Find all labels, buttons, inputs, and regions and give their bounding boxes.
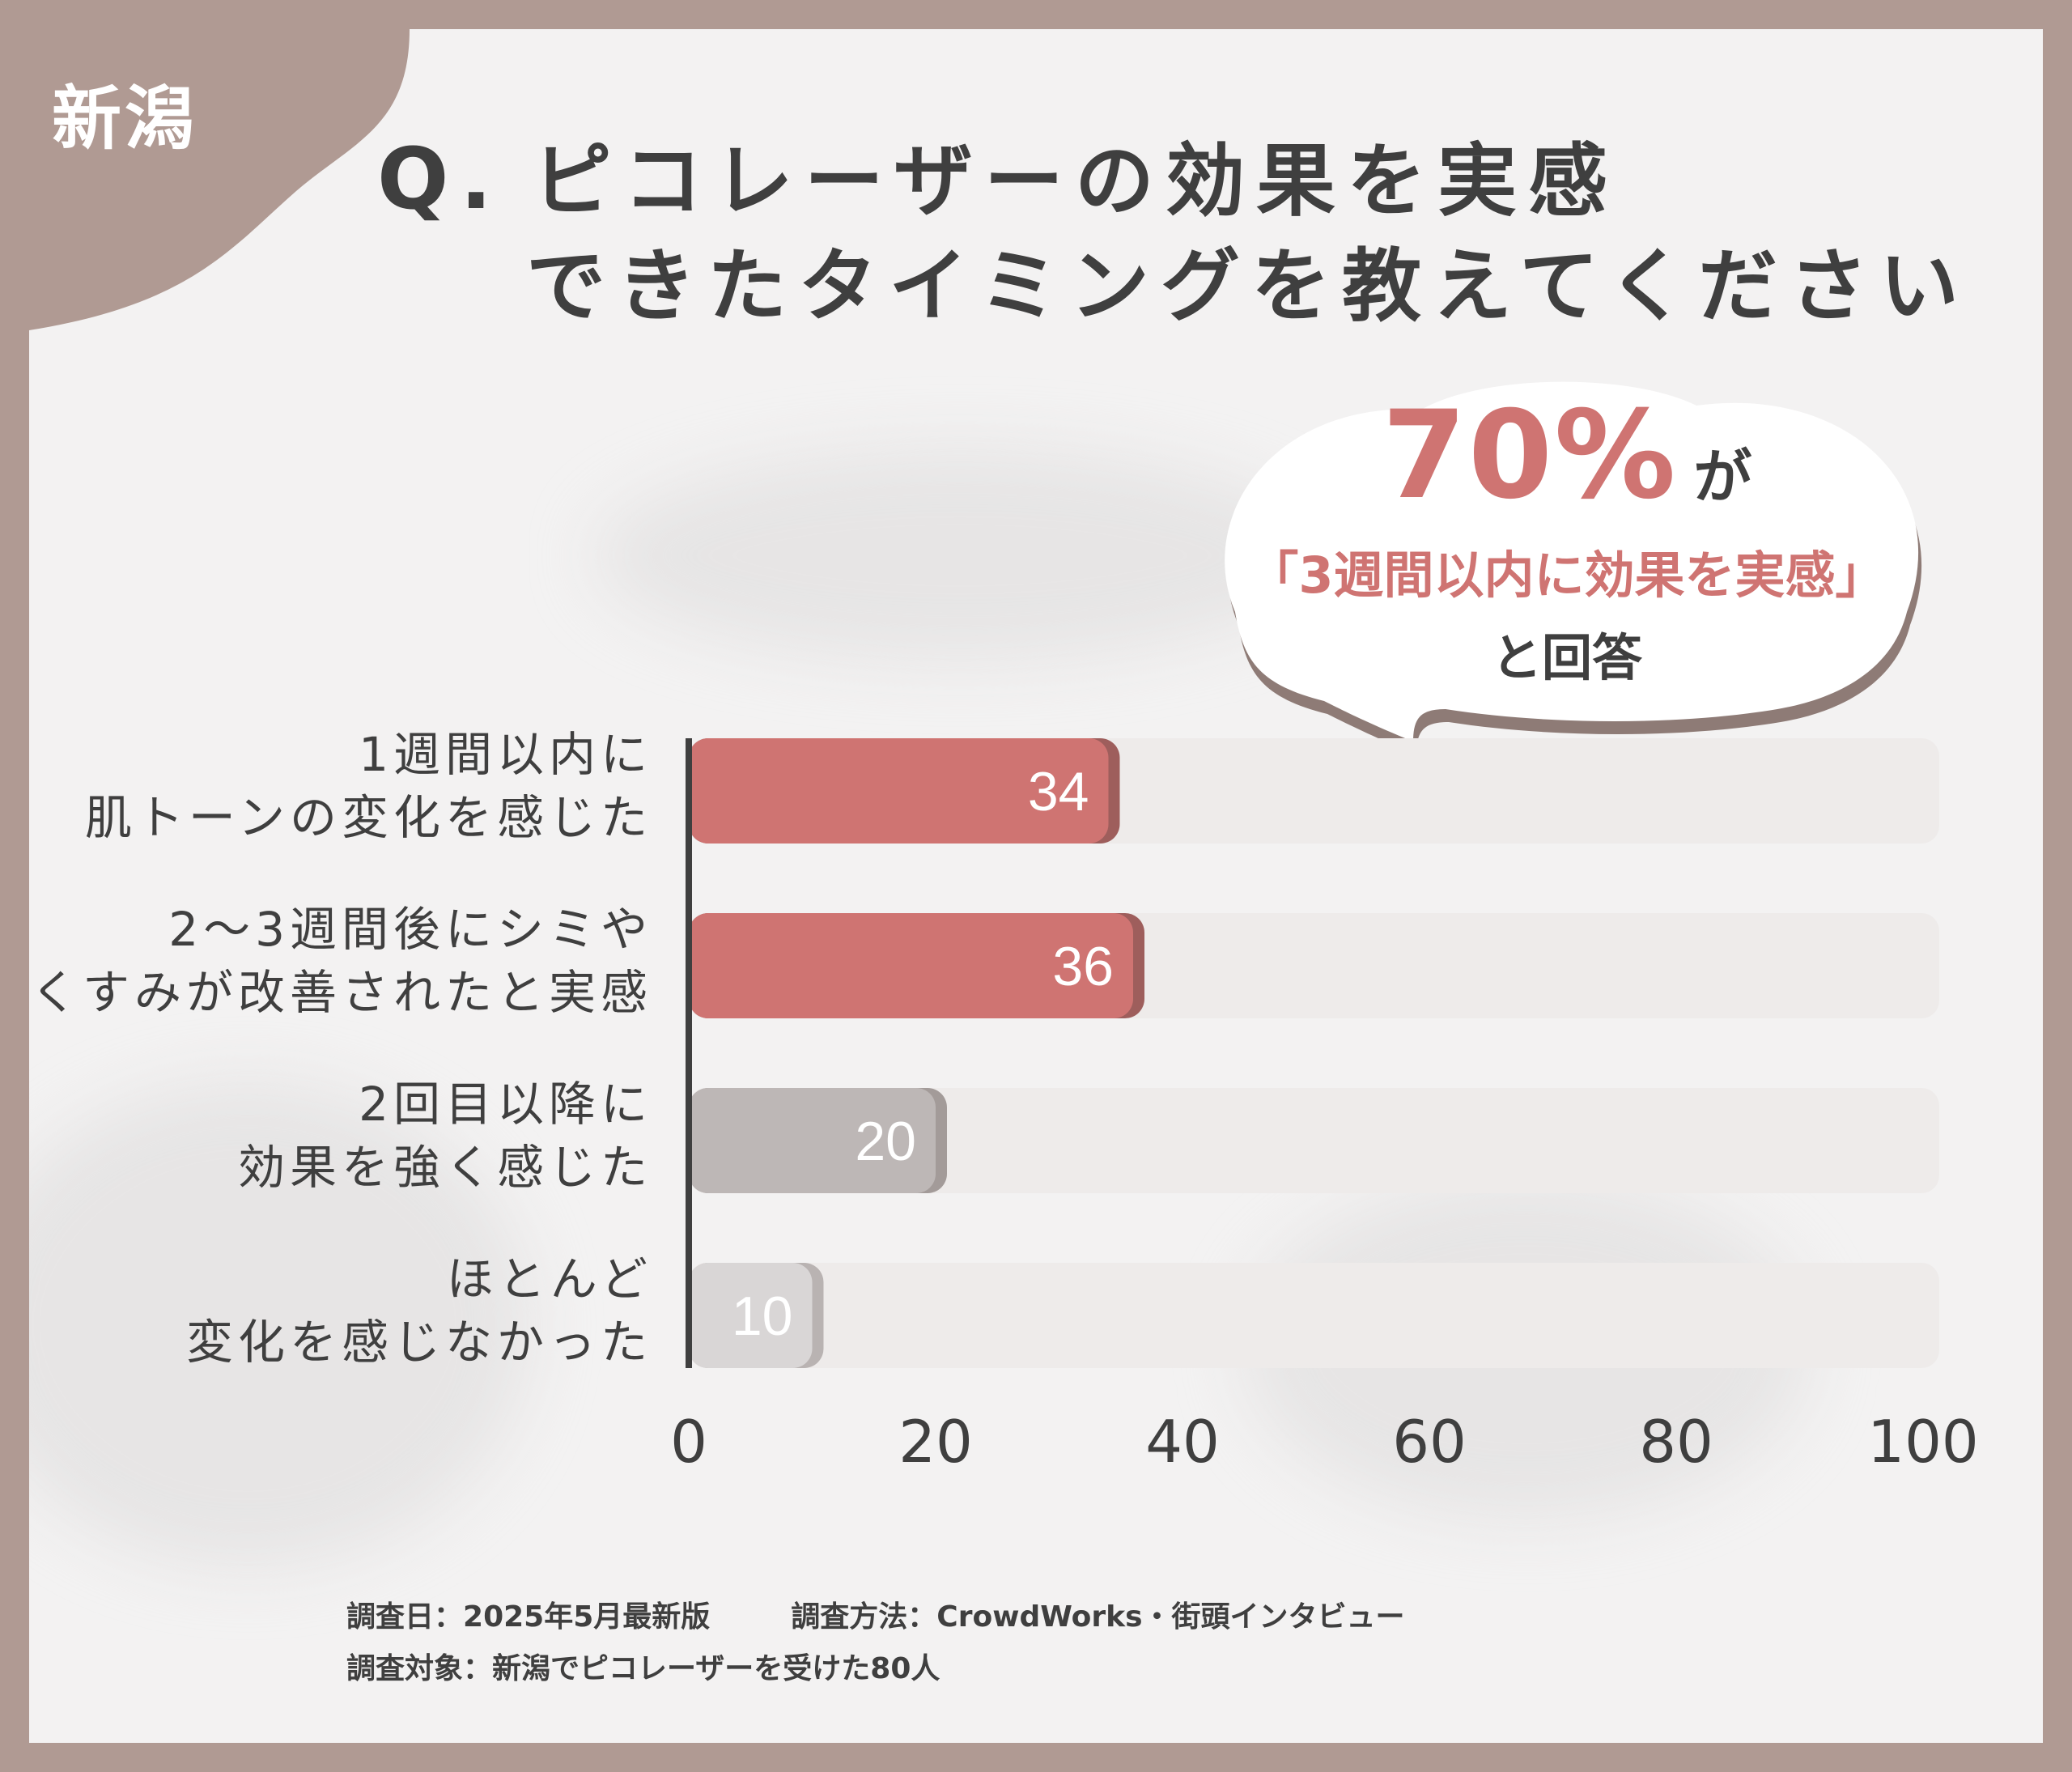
survey-target-label: 調査対象：	[346, 1652, 493, 1685]
footer-line-2: 調査対象：新潟でピコレーザーを受けた80人	[346, 1643, 1405, 1695]
corner-tab-shape	[29, 29, 410, 330]
x-tick-label: 20	[898, 1408, 973, 1476]
category-label: くすみが改善されたと実感	[31, 965, 652, 1020]
survey-method-label: 調査方法：	[791, 1600, 937, 1634]
survey-target-value: 新潟でピコレーザーを受けた80人	[492, 1652, 940, 1685]
bar	[689, 1263, 813, 1368]
bar-value-label: 36	[1052, 936, 1114, 997]
x-tick-label: 100	[1867, 1408, 1978, 1476]
bar-track	[689, 1088, 1939, 1193]
x-tick-label: 80	[1639, 1408, 1713, 1476]
bar	[689, 1088, 936, 1193]
survey-method-value: CrowdWorks・街頭インタビュー	[936, 1600, 1405, 1634]
title-line-1: ピコレーザーの効果を実感	[532, 135, 1619, 227]
category-label: 2回目以降に	[359, 1077, 652, 1132]
background-shadow	[596, 450, 1324, 661]
infographic-card: 新潟 Q. ピコレーザーの効果を実感 できたタイミングを教えてください 70% が …	[29, 29, 2043, 1743]
category-label: 変化を感じなかった	[186, 1315, 652, 1370]
category-label: 肌トーンの変化を感じた	[85, 790, 652, 845]
category-label: 2〜3週間後にシミや	[168, 902, 652, 957]
speech-bubble	[1225, 381, 1922, 796]
callout-percent: 70%	[1382, 385, 1678, 526]
callout-highlight: 「3週間以内に効果を実感」	[1248, 546, 1886, 605]
question-marker: Q.	[377, 130, 503, 228]
footer-line-1: 調査日：2025年5月最新版 調査方法：CrowdWorks・街頭インタビュー	[346, 1591, 1405, 1643]
background-shadow	[29, 1081, 531, 1567]
survey-date-value: 2025年5月最新版	[463, 1600, 711, 1634]
bar	[689, 738, 1109, 844]
category-label: ほとんど	[447, 1251, 652, 1307]
bar-track	[689, 1263, 1939, 1368]
region-label: 新潟	[52, 79, 197, 159]
callout-text: 70% が 「3週間以内に効果を実感」 と回答	[1187, 385, 1947, 690]
category-label: 1週間以内に	[359, 727, 652, 782]
callout-particle: が	[1693, 443, 1752, 511]
bar-value-label: 10	[732, 1285, 793, 1347]
bar-value-label: 34	[1028, 761, 1089, 822]
callout-answer: と回答	[1491, 628, 1642, 687]
bar	[689, 913, 1133, 1018]
x-tick-label: 60	[1392, 1408, 1467, 1476]
survey-footer: 調査日：2025年5月最新版 調査方法：CrowdWorks・街頭インタビュー 調…	[346, 1591, 1405, 1695]
title-line-2: できたタイミングを教えてください	[526, 240, 1971, 333]
question-title: Q. ピコレーザーの効果を実感 できたタイミングを教えてください	[377, 126, 1970, 339]
survey-date-label: 調査日：	[346, 1600, 464, 1634]
x-tick-label: 40	[1145, 1408, 1220, 1476]
category-label: 効果を強く感じた	[238, 1140, 652, 1195]
x-tick-label: 0	[670, 1408, 707, 1476]
bar-value-label: 20	[855, 1111, 916, 1172]
